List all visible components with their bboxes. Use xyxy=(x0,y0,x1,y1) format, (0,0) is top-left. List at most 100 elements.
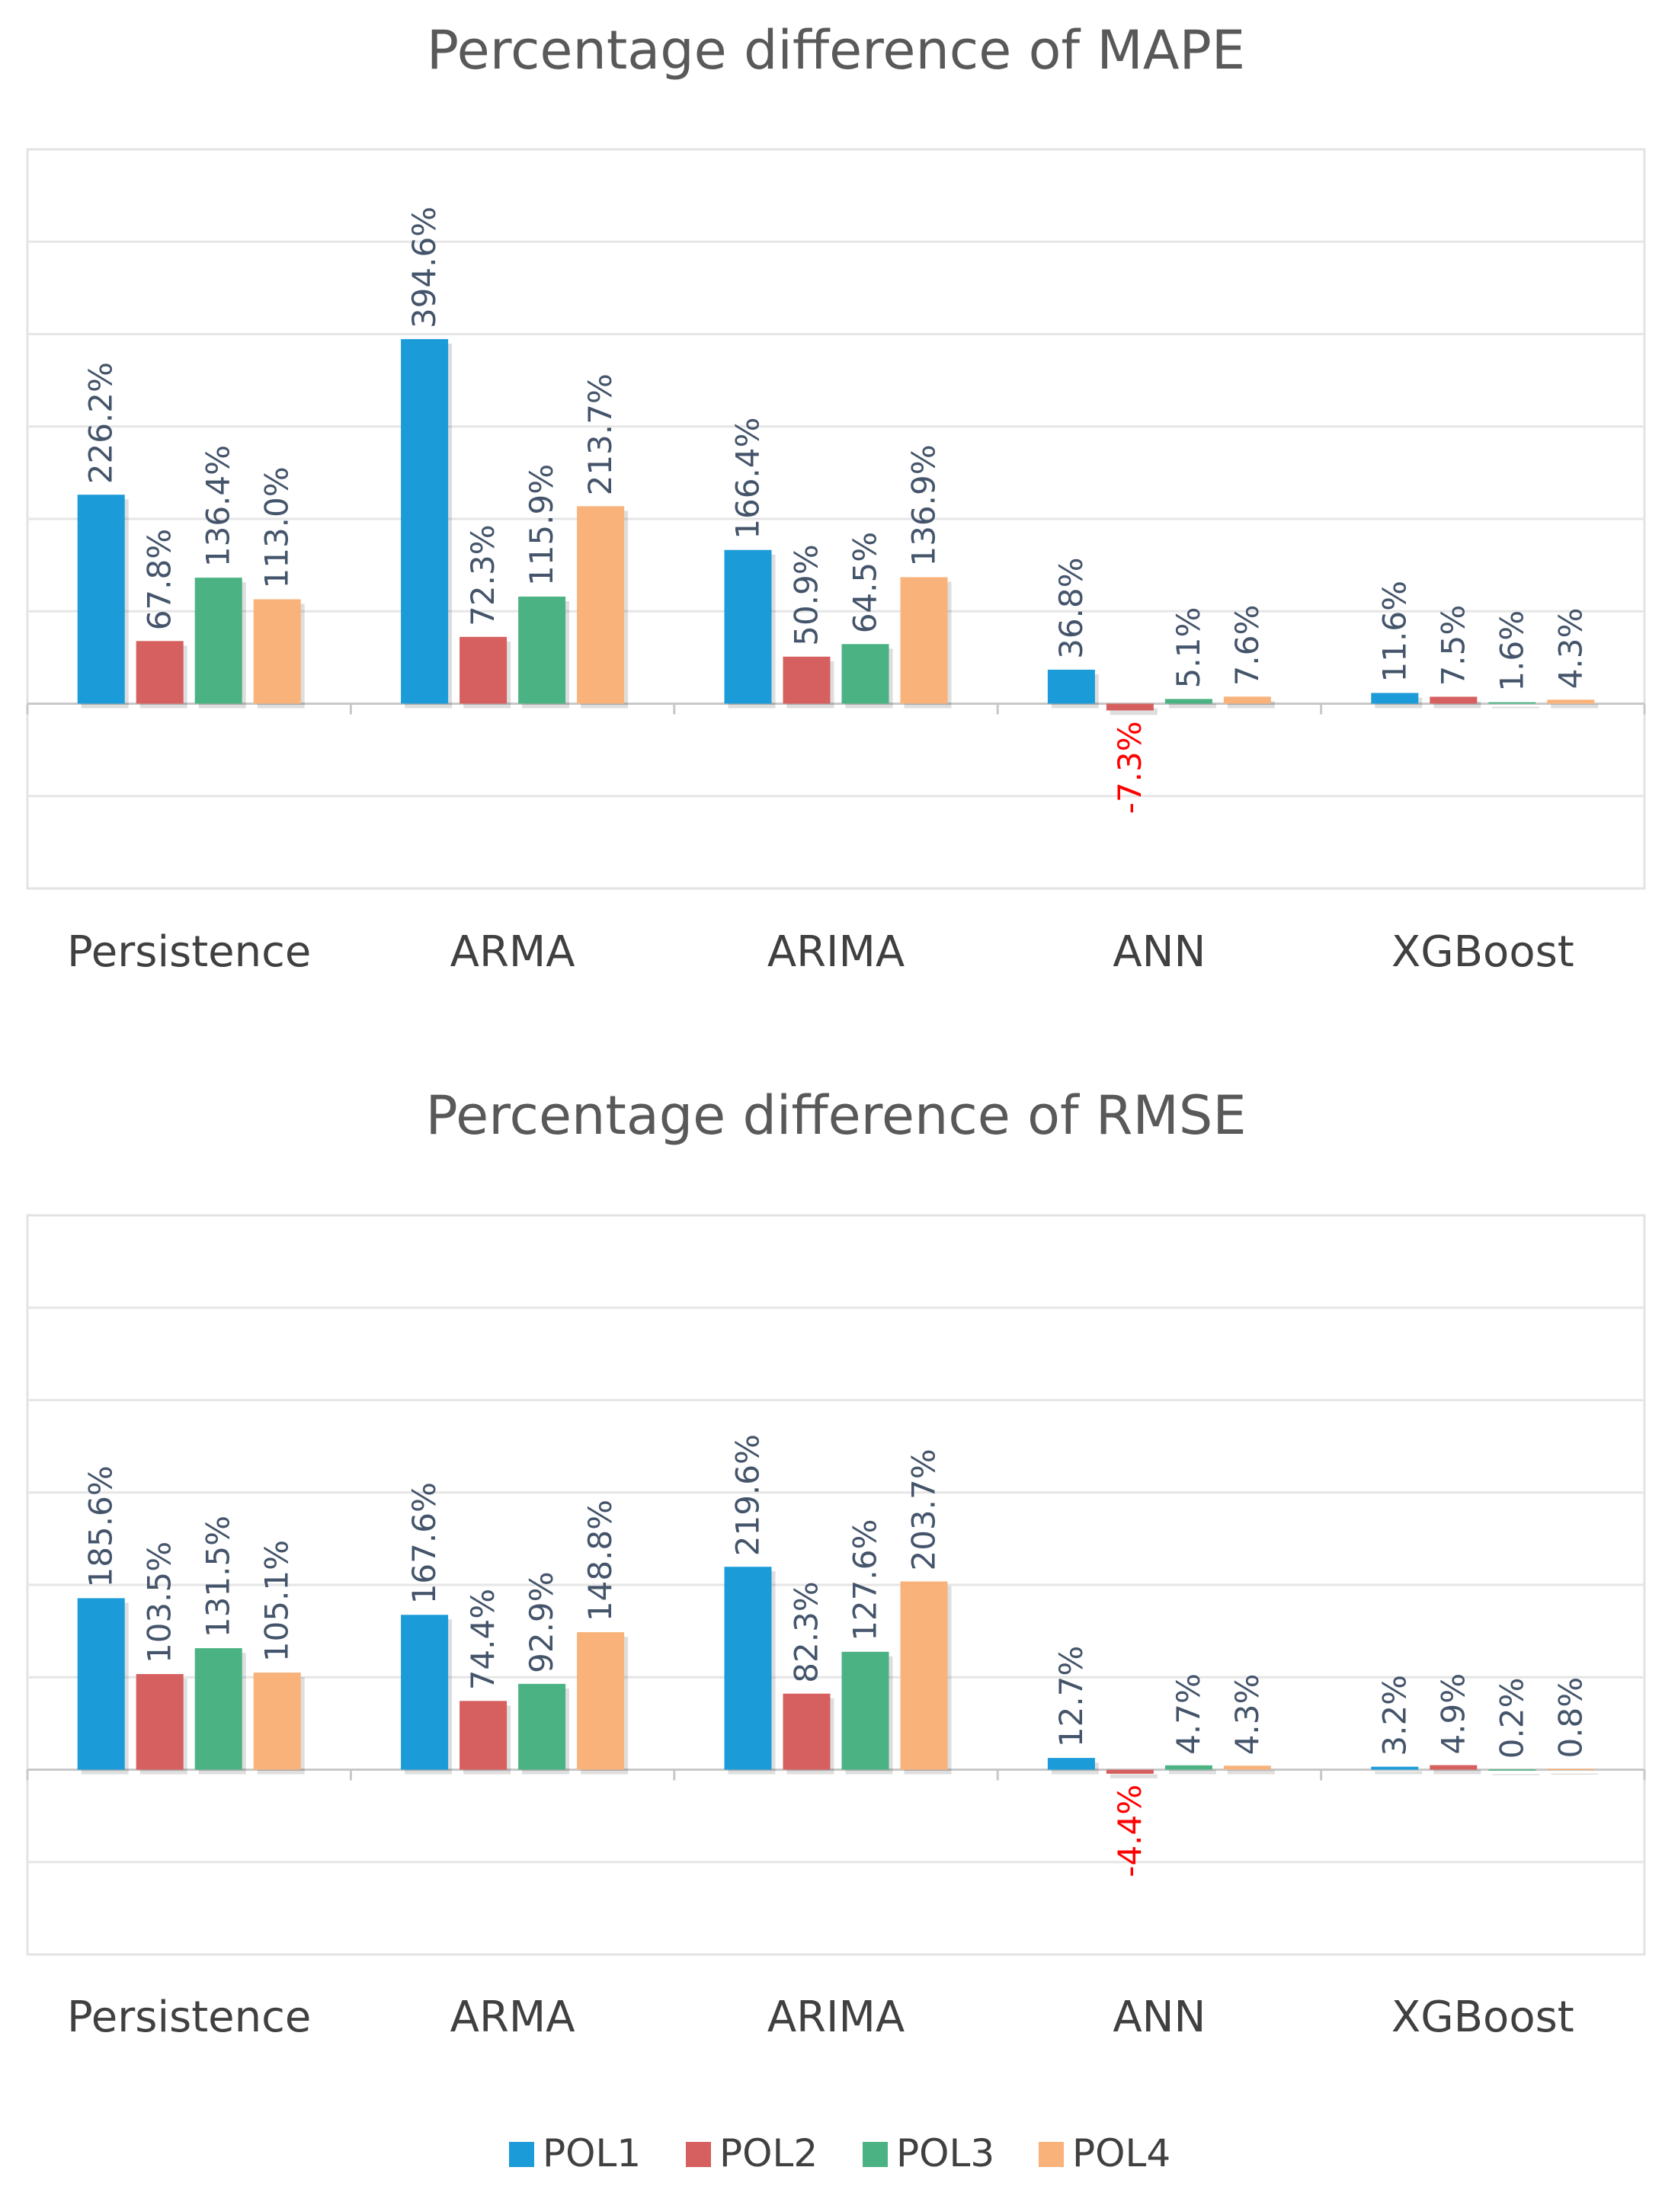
rmse-bar-pol3-xgboost xyxy=(1488,1769,1536,1771)
rmse-data-label-pol1-persistence: 185.6% xyxy=(82,1465,120,1587)
rmse-data-label-pol1-xgboost: 3.2% xyxy=(1375,1675,1413,1756)
rmse-bar-pol1-arma xyxy=(401,1615,449,1770)
mape-bar-pol3-arma xyxy=(518,596,566,704)
rmse-data-label-pol3-ann: 4.7% xyxy=(1170,1673,1207,1755)
mape-category-label-ann: ANN xyxy=(1113,927,1206,977)
legend-label-pol4: POL4 xyxy=(1072,2131,1170,2175)
mape-bar-pol2-xgboost xyxy=(1430,696,1478,704)
mape-data-label-pol1-persistence: 226.2% xyxy=(82,362,120,484)
mape-data-label-pol2-xgboost: 7.5% xyxy=(1434,605,1471,687)
rmse-bar-pol1-arima xyxy=(724,1567,772,1770)
legend-swatch-pol1 xyxy=(509,2142,534,2167)
rmse-bar-pol3-ann xyxy=(1164,1765,1212,1770)
rmse-bar-shadow xyxy=(1227,1770,1275,1775)
rmse-bar-shadow xyxy=(1375,1771,1423,1775)
rmse-bar-pol3-arima xyxy=(841,1651,889,1770)
legend-label-pol1: POL1 xyxy=(543,2131,641,2175)
rmse-chart: Percentage difference of RMSE Persistenc… xyxy=(26,1084,1646,2042)
rmse-category-label-arma: ARMA xyxy=(450,1993,575,2042)
mape-category-label-xgboost: XGBoost xyxy=(1391,927,1574,977)
mape-data-label-pol2-arma: 72.3% xyxy=(464,524,501,626)
mape-bar-pol3-xgboost xyxy=(1488,702,1536,704)
mape-bar-pol2-persistence xyxy=(136,641,184,704)
rmse-data-label-pol2-xgboost: 4.9% xyxy=(1434,1673,1471,1755)
mape-category-label-arma: ARMA xyxy=(450,927,575,977)
rmse-bar-shadow xyxy=(1492,1774,1540,1775)
rmse-bar-pol4-xgboost xyxy=(1547,1769,1595,1771)
legend-swatch-pol2 xyxy=(686,2142,711,2167)
mape-bar-pol4-xgboost xyxy=(1547,699,1595,704)
mape-chart-title: Percentage difference of MAPE xyxy=(427,19,1245,82)
rmse-data-label-pol2-ann: -4.4% xyxy=(1111,1785,1148,1877)
rmse-data-label-pol2-persistence: 103.5% xyxy=(141,1541,178,1663)
rmse-data-label-pol1-arima: 219.6% xyxy=(729,1434,767,1556)
mape-category-label-persistence: Persistence xyxy=(67,927,311,977)
rmse-bar-shadow xyxy=(1433,1769,1481,1775)
mape-bar-pol2-arima xyxy=(783,656,831,704)
rmse-category-label-ann: ANN xyxy=(1113,1993,1206,2042)
mape-bar-pol4-persistence xyxy=(253,599,301,704)
mape-bar-pol3-ann xyxy=(1164,699,1212,704)
rmse-chart-title: Percentage difference of RMSE xyxy=(425,1084,1246,1147)
mape-bar-shadow xyxy=(1433,701,1481,709)
mape-data-label-pol2-ann: -7.3% xyxy=(1111,721,1148,814)
mape-bar-pol1-arima xyxy=(724,549,772,704)
mape-data-label-pol4-ann: 7.6% xyxy=(1228,605,1266,687)
legend-label-pol3: POL3 xyxy=(896,2131,994,2175)
mape-bar-shadow xyxy=(1227,701,1275,709)
mape-data-label-pol3-ann: 5.1% xyxy=(1170,607,1207,689)
rmse-bar-shadow xyxy=(1551,1773,1599,1775)
mape-bar-pol1-xgboost xyxy=(1371,693,1419,704)
mape-bar-pol4-arma xyxy=(577,506,625,704)
rmse-data-label-pol2-arma: 74.4% xyxy=(464,1589,501,1690)
mape-bar-pol1-ann xyxy=(1047,669,1095,704)
rmse-category-label-persistence: Persistence xyxy=(67,1993,311,2042)
rmse-bar-pol3-arma xyxy=(518,1683,566,1770)
rmse-data-label-pol4-arima: 203.7% xyxy=(905,1449,943,1570)
rmse-bar-pol3-persistence xyxy=(194,1648,242,1770)
mape-category-label-arima: ARIMA xyxy=(767,927,905,977)
rmse-category-label-xgboost: XGBoost xyxy=(1391,1993,1574,2042)
mape-bar-shadow xyxy=(1168,703,1216,709)
mape-data-label-pol3-persistence: 136.4% xyxy=(200,445,237,567)
mape-bar-pol3-arima xyxy=(841,644,889,704)
rmse-bar-pol4-persistence xyxy=(253,1673,301,1770)
legend-swatch-pol3 xyxy=(863,2142,888,2167)
mape-data-label-pol4-arima: 136.9% xyxy=(905,444,943,566)
rmse-bar-pol2-arima xyxy=(783,1693,831,1770)
rmse-bar-shadow xyxy=(1110,1774,1158,1778)
rmse-bar-pol1-persistence xyxy=(77,1598,125,1770)
mape-bar-pol1-arma xyxy=(401,339,449,704)
rmse-bar-pol4-ann xyxy=(1223,1765,1271,1770)
rmse-bar-pol2-ann xyxy=(1106,1769,1154,1774)
mape-bar-shadow xyxy=(1492,706,1540,709)
mape-data-label-pol4-xgboost: 4.3% xyxy=(1552,608,1589,690)
rmse-data-label-pol2-arima: 82.3% xyxy=(788,1581,825,1682)
mape-data-label-pol2-arima: 50.9% xyxy=(788,544,825,645)
mape-bar-pol1-persistence xyxy=(77,495,125,704)
rmse-bar-pol1-ann xyxy=(1047,1758,1095,1770)
mape-data-label-pol3-xgboost: 1.6% xyxy=(1493,610,1530,692)
mape-bar-pol2-ann xyxy=(1106,703,1154,711)
mape-data-label-pol1-arima: 166.4% xyxy=(729,418,767,539)
rmse-data-label-pol3-arma: 92.9% xyxy=(523,1571,560,1673)
rmse-data-label-pol3-xgboost: 0.2% xyxy=(1493,1678,1530,1759)
mape-data-label-pol3-arima: 64.5% xyxy=(847,532,884,633)
rmse-data-label-pol4-xgboost: 0.8% xyxy=(1552,1677,1589,1759)
mape-bar-pol4-arima xyxy=(900,577,948,704)
mape-data-label-pol4-persistence: 113.0% xyxy=(258,466,296,588)
mape-bar-pol2-arma xyxy=(460,636,508,704)
mape-data-label-pol1-arma: 394.6% xyxy=(405,206,443,328)
rmse-bar-pol1-xgboost xyxy=(1371,1766,1419,1770)
mape-chart: Percentage difference of MAPE Persistenc… xyxy=(26,19,1646,977)
mape-bar-pol3-persistence xyxy=(194,578,242,704)
rmse-bar-pol2-xgboost xyxy=(1430,1765,1478,1770)
legend-swatch-pol4 xyxy=(1039,2142,1064,2167)
rmse-bar-pol2-arma xyxy=(460,1701,508,1770)
rmse-data-label-pol3-arima: 127.6% xyxy=(847,1519,884,1641)
mape-bar-pol4-ann xyxy=(1223,696,1271,704)
rmse-bar-shadow xyxy=(1168,1769,1216,1775)
rmse-data-label-pol1-ann: 12.7% xyxy=(1052,1646,1090,1747)
mape-data-label-pol1-ann: 36.8% xyxy=(1052,557,1090,658)
